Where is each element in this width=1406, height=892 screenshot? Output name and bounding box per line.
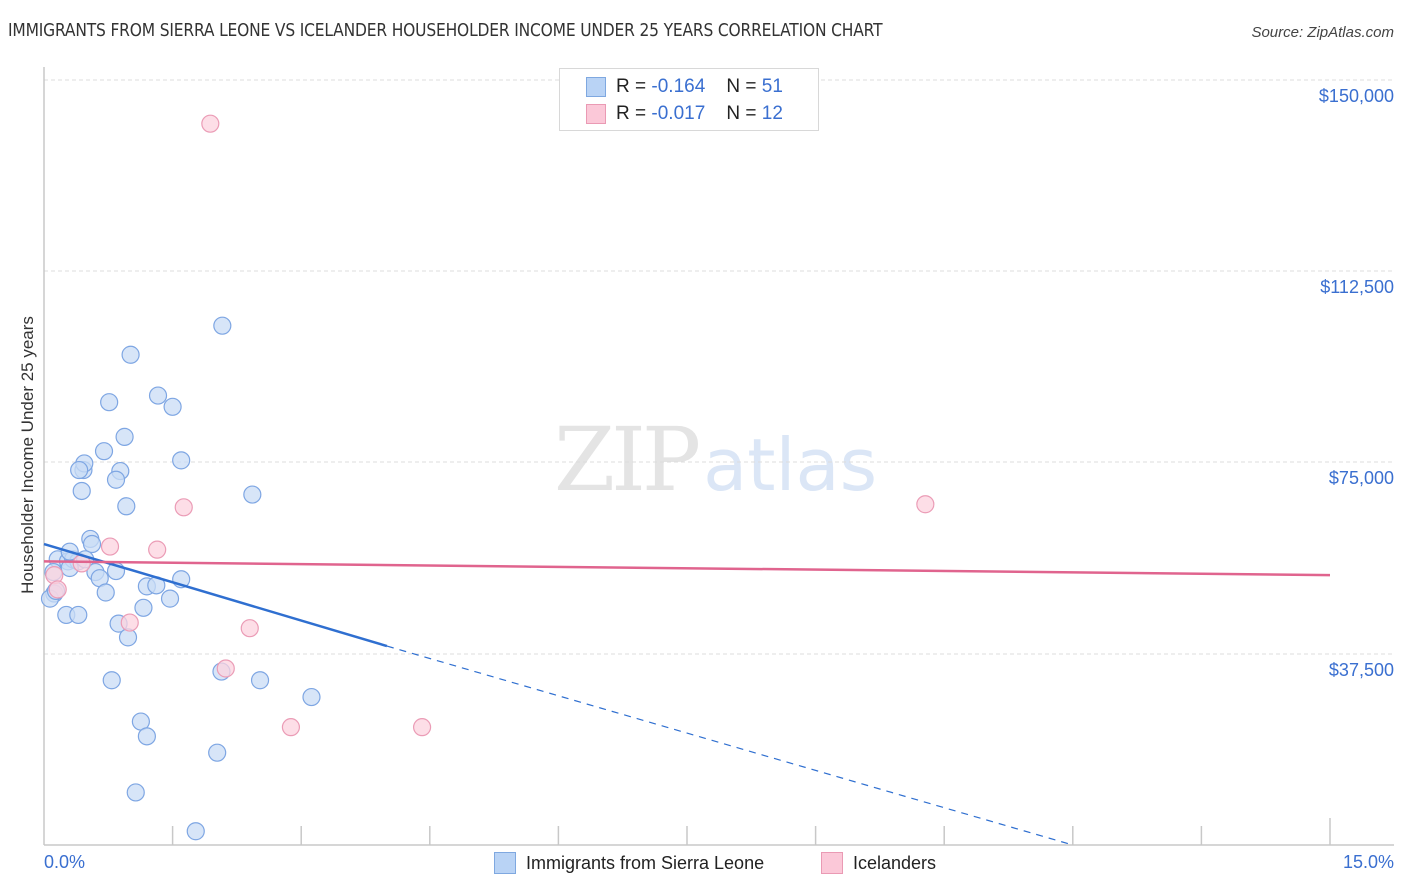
- n-value: 12: [761, 103, 783, 124]
- data-point: [70, 460, 89, 480]
- data-point: [916, 495, 935, 514]
- legend-item-icelanders: Icelanders: [821, 852, 936, 874]
- data-point: [126, 783, 145, 802]
- legend-swatch-pink: [821, 852, 843, 874]
- data-point: [163, 397, 182, 416]
- data-point: [240, 619, 259, 638]
- data-point: [100, 393, 119, 412]
- series-sierra-leone-points: [40, 316, 321, 841]
- data-point: [106, 470, 126, 489]
- data-point: [250, 671, 270, 690]
- data-point: [120, 613, 139, 632]
- trendlines: [43, 542, 1331, 846]
- data-point: [94, 442, 114, 461]
- legend-label: Immigrants from Sierra Leone: [526, 852, 765, 873]
- sierra-leone-trendline-extension: [386, 645, 1073, 846]
- x-tick-0: 0.0%: [44, 852, 86, 872]
- y-tick-150000: $150,000: [1318, 86, 1394, 106]
- data-point: [208, 743, 227, 762]
- r-value: -0.164: [651, 76, 706, 97]
- series-icelanders-points: [45, 114, 935, 737]
- y-tick-37500: $37,500: [1328, 660, 1394, 680]
- data-point: [100, 537, 120, 556]
- n-label: N =: [726, 76, 757, 97]
- chart-source: Source: ZipAtlas.com: [1251, 24, 1394, 41]
- legend-swatch-blue: [494, 852, 516, 874]
- data-point: [172, 451, 191, 470]
- data-point: [148, 540, 167, 559]
- data-point: [102, 671, 121, 690]
- watermark-zip: ZIP: [554, 408, 701, 511]
- legend-row-icelanders: R = -0.017 N = 12: [586, 102, 783, 126]
- data-point: [115, 427, 134, 446]
- r-label: R =: [616, 76, 647, 97]
- legend-swatch-pink: [586, 104, 606, 124]
- data-point: [174, 498, 193, 517]
- data-point: [82, 534, 102, 554]
- data-point: [137, 727, 156, 746]
- correlation-legend: R = -0.164 N = 51 R = -0.017 N = 12: [559, 68, 819, 131]
- chart-title: IMMIGRANTS FROM SIERRA LEONE VS ICELANDE…: [8, 20, 883, 41]
- legend-swatch-blue: [586, 77, 606, 97]
- data-point: [96, 583, 115, 602]
- data-point: [243, 485, 262, 504]
- y-tick-75000: $75,000: [1328, 468, 1394, 488]
- data-point: [186, 822, 205, 841]
- r-value: -0.017: [651, 103, 706, 124]
- legend-row-sierra-leone: R = -0.164 N = 51: [586, 75, 783, 99]
- data-point: [121, 345, 140, 364]
- data-point: [302, 687, 321, 707]
- data-point: [201, 114, 220, 133]
- x-tick-15: 15.0%: [1342, 852, 1394, 872]
- icelanders-trendline: [43, 560, 1331, 577]
- data-point: [69, 605, 88, 625]
- y-tick-112500: $112,500: [1320, 277, 1394, 297]
- data-point: [148, 386, 168, 405]
- legend-label: Icelanders: [853, 852, 937, 873]
- zipatlas-watermark: ZIPatlas: [554, 408, 877, 511]
- n-value: 51: [761, 76, 783, 97]
- watermark-atlas: atlas: [703, 423, 878, 507]
- r-label: R =: [616, 103, 647, 124]
- legend-item-sierra-leone: Immigrants from Sierra Leone: [494, 852, 764, 874]
- data-point: [117, 497, 136, 516]
- data-point: [412, 718, 432, 737]
- axes: [43, 67, 1394, 846]
- data-point: [72, 481, 91, 501]
- sierra-leone-trendline: [43, 542, 388, 648]
- data-point: [281, 718, 301, 737]
- x-axis-ticks: [171, 818, 1331, 845]
- data-point: [160, 589, 180, 608]
- data-point: [134, 598, 153, 617]
- n-label: N =: [726, 103, 757, 124]
- y-axis-label: Householder Income Under 25 years: [18, 316, 37, 594]
- data-point: [216, 659, 235, 678]
- data-point: [213, 316, 232, 335]
- data-point: [48, 580, 67, 599]
